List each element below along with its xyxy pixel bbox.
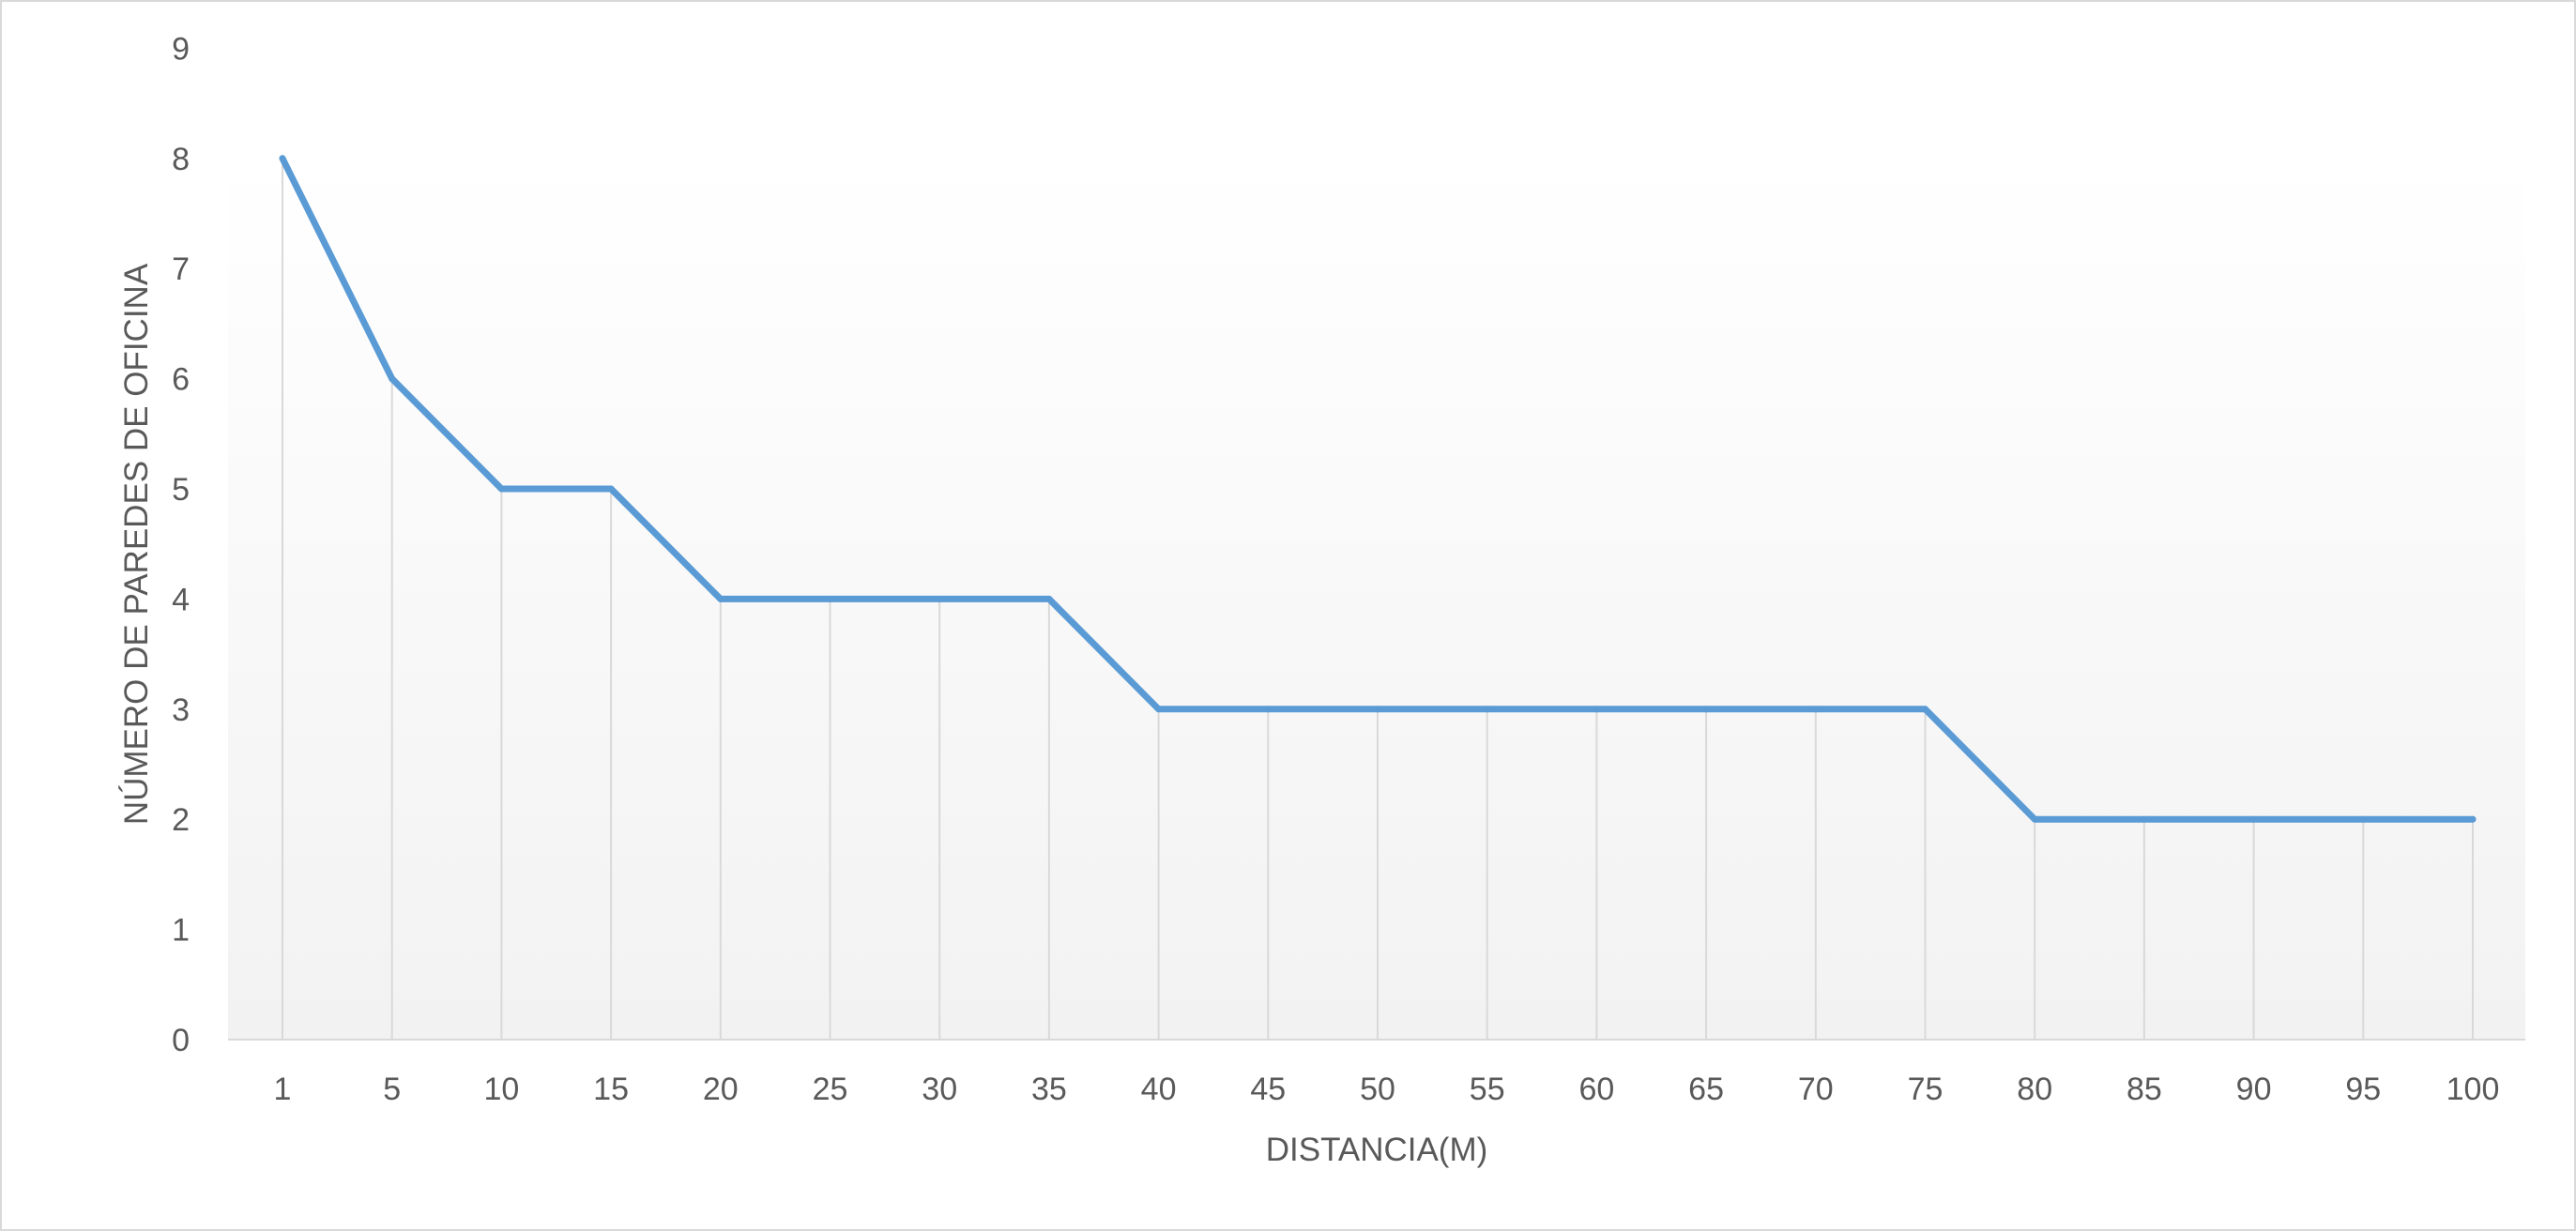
y-tick-label: 8	[172, 142, 190, 177]
x-tick-label: 1	[274, 1071, 292, 1107]
x-tick-label: 20	[703, 1071, 739, 1107]
x-tick-label: 25	[813, 1071, 848, 1107]
x-tick-label: 55	[1470, 1071, 1505, 1107]
y-tick-label: 1	[172, 913, 190, 949]
data-point-95	[2359, 815, 2367, 823]
data-point-55	[1484, 706, 1491, 713]
data-point-75	[1922, 706, 1928, 713]
x-tick-label: 60	[1578, 1071, 1614, 1107]
y-tick-label: 3	[172, 692, 190, 728]
x-tick-label: 65	[1688, 1071, 1724, 1107]
x-tick-label: 50	[1360, 1071, 1395, 1107]
data-point-20	[717, 595, 724, 602]
data-point-35	[1045, 595, 1053, 602]
x-tick-label: 75	[1908, 1071, 1943, 1107]
y-tick-label: 2	[172, 802, 190, 838]
drop-lines	[282, 158, 2474, 1040]
y-tick-label: 5	[172, 472, 190, 508]
x-tick-label: 85	[2126, 1071, 2162, 1107]
data-point-65	[1702, 706, 1710, 713]
data-point-70	[1812, 706, 1820, 713]
y-tick-label: 9	[172, 31, 190, 67]
x-tick-label: 90	[2236, 1071, 2272, 1107]
x-tick-label: 30	[922, 1071, 957, 1107]
y-axis-ticks: 0 1 2 3 4 5 6 7 8 9	[172, 31, 190, 1058]
y-tick-label: 6	[172, 362, 190, 398]
y-tick-label: 4	[172, 582, 190, 617]
y-tick-label: 7	[172, 251, 190, 287]
data-point-90	[2250, 815, 2258, 823]
y-tick-label: 0	[172, 1023, 190, 1058]
x-tick-label: 40	[1141, 1071, 1177, 1107]
x-tick-label: 100	[2446, 1071, 2500, 1107]
x-tick-label: 95	[2345, 1071, 2381, 1107]
data-point-45	[1264, 706, 1272, 713]
x-axis-ticks: 1 5 10 15 20 25 30 35 40 45 50 55 60 65 70 75 80 85 90 95 10…	[274, 1071, 2500, 1107]
data-points	[279, 155, 2477, 823]
y-axis-title: NÚMERO DE PAREDES DE OFICINA	[118, 263, 155, 825]
x-tick-label: 5	[383, 1071, 401, 1107]
data-point-25	[827, 595, 833, 602]
x-tick-label: 35	[1031, 1071, 1067, 1107]
data-point-1	[279, 155, 286, 162]
data-point-15	[607, 485, 615, 493]
data-point-40	[1155, 706, 1163, 713]
data-point-80	[2031, 815, 2038, 823]
x-tick-label: 15	[593, 1071, 629, 1107]
data-point-5	[389, 375, 396, 383]
data-point-50	[1374, 706, 1381, 713]
data-point-100	[2469, 815, 2477, 823]
x-tick-label: 10	[483, 1071, 519, 1107]
data-point-85	[2141, 815, 2148, 823]
data-point-60	[1593, 706, 1600, 713]
x-tick-label: 70	[1798, 1071, 1834, 1107]
data-point-10	[497, 485, 505, 493]
x-axis-title: DISTANCIA(M)	[1266, 1132, 1488, 1168]
x-tick-label: 80	[2017, 1071, 2052, 1107]
data-point-30	[936, 595, 943, 602]
x-tick-label: 45	[1250, 1071, 1286, 1107]
